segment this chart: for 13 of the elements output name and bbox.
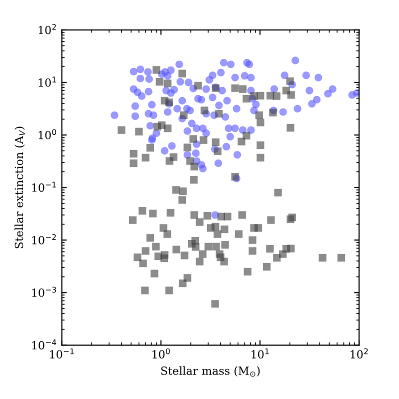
x-axis-title: Stellar mass (M$_{⊙}$) — [161, 366, 260, 377]
y-tick-label: 10$^{2}$ — [38, 24, 56, 34]
y-tick-label: 10$^{−1}$ — [32, 182, 56, 192]
x-tick-label: 10$^{2}$ — [350, 348, 368, 359]
y-axis-title: Stellar extinction (A$_{V}$) — [14, 126, 25, 248]
x-tick-label: 10$^{1}$ — [252, 348, 269, 359]
y-tick-label: 10$^{1}$ — [38, 76, 56, 87]
x-tick-label: 10$^{−1}$ — [50, 348, 74, 359]
y-tick-label: 10$^{−2}$ — [32, 234, 56, 244]
y-tick-label: 10$^{−3}$ — [32, 286, 56, 297]
y-tick-label: 10$^{−4}$ — [32, 339, 56, 350]
x-tick-label: 10$^{0}$ — [152, 348, 170, 359]
y-tick-label: 10$^{0}$ — [38, 129, 56, 140]
